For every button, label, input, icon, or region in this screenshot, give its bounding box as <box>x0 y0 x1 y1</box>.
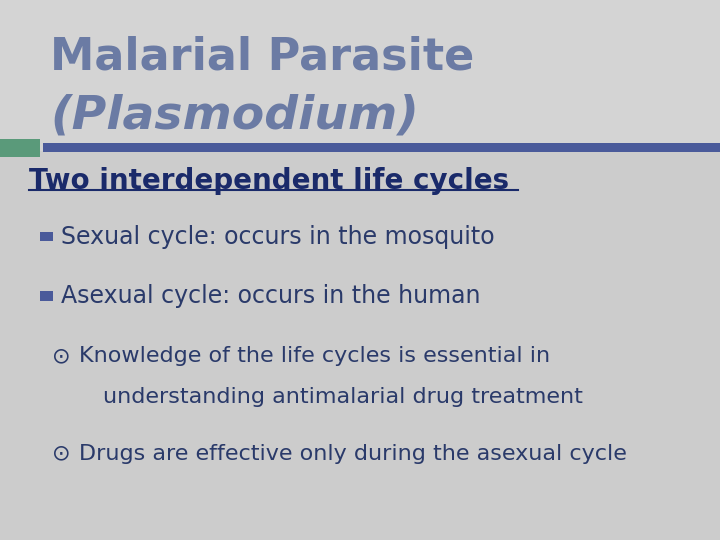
Text: Two interdependent life cycles: Two interdependent life cycles <box>29 167 509 195</box>
Text: Knowledge of the life cycles is essential in: Knowledge of the life cycles is essentia… <box>79 346 550 367</box>
Bar <box>0 139 40 157</box>
Text: Asexual cycle: occurs in the human: Asexual cycle: occurs in the human <box>61 284 481 308</box>
Text: Drugs are effective only during the asexual cycle: Drugs are effective only during the asex… <box>79 443 627 464</box>
Text: understanding antimalarial drug treatment: understanding antimalarial drug treatmen… <box>103 387 582 407</box>
Bar <box>40 291 53 301</box>
Text: ⊙: ⊙ <box>52 346 71 367</box>
Bar <box>43 143 720 152</box>
Text: Malarial Parasite: Malarial Parasite <box>50 35 474 78</box>
Text: Sexual cycle: occurs in the mosquito: Sexual cycle: occurs in the mosquito <box>61 225 495 248</box>
Text: ⊙: ⊙ <box>52 443 71 464</box>
FancyBboxPatch shape <box>0 0 720 151</box>
Bar <box>40 232 53 241</box>
Text: (Plasmodium): (Plasmodium) <box>50 93 419 139</box>
